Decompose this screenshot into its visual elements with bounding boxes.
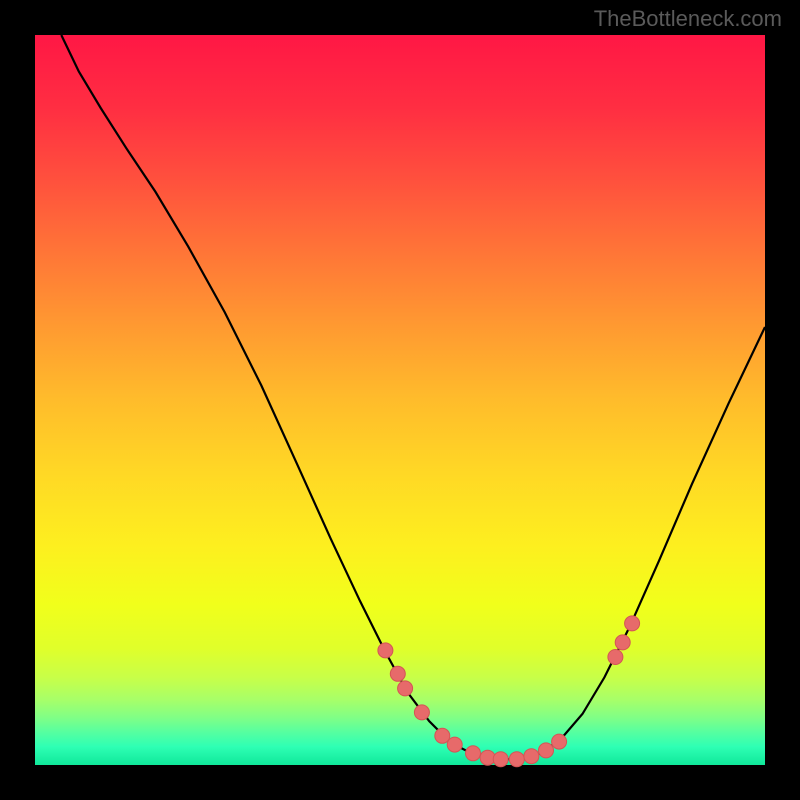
curve-marker (524, 749, 539, 764)
curve-marker (466, 746, 481, 761)
curve-marker (378, 643, 393, 658)
plot-area (35, 35, 765, 765)
curve-marker (447, 737, 462, 752)
curve-marker (390, 666, 405, 681)
curve-marker (539, 743, 554, 758)
curve-marker (552, 734, 567, 749)
curve-markers (378, 616, 640, 767)
curve-marker (509, 752, 524, 767)
curve-marker (625, 616, 640, 631)
bottleneck-curve (61, 35, 765, 759)
curve-marker (414, 705, 429, 720)
curve-marker (398, 681, 413, 696)
curve-layer (35, 35, 765, 765)
curve-marker (608, 650, 623, 665)
curve-marker (615, 635, 630, 650)
curve-marker (493, 752, 508, 767)
watermark-text: TheBottleneck.com (594, 6, 782, 32)
